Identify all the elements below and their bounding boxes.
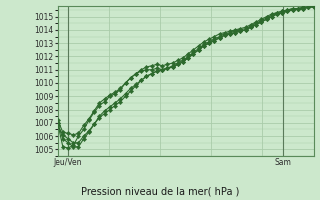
Text: Sam: Sam <box>275 158 291 167</box>
Text: Pression niveau de la mer( hPa ): Pression niveau de la mer( hPa ) <box>81 186 239 196</box>
Text: Jeu/Ven: Jeu/Ven <box>53 158 82 167</box>
